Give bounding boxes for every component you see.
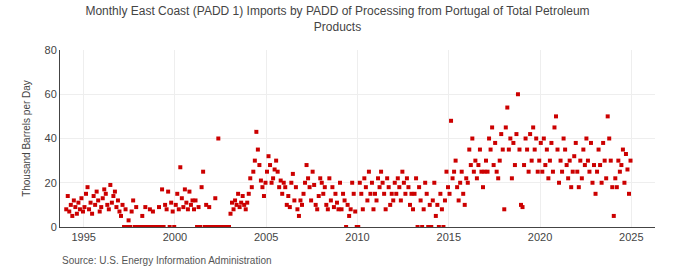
svg-text:2025: 2025 [619, 231, 643, 243]
svg-text:20: 20 [45, 177, 57, 189]
svg-text:2000: 2000 [163, 231, 187, 243]
svg-text:2020: 2020 [528, 231, 552, 243]
svg-text:Source: U.S. Energy Informatio: Source: U.S. Energy Information Administ… [62, 255, 272, 266]
svg-text:0: 0 [51, 221, 57, 233]
svg-text:80: 80 [45, 44, 57, 56]
svg-text:Thousand Barrels per Day: Thousand Barrels per Day [21, 80, 32, 197]
svg-text:2015: 2015 [437, 231, 461, 243]
svg-text:60: 60 [45, 88, 57, 100]
svg-text:1995: 1995 [71, 231, 95, 243]
svg-text:2005: 2005 [254, 231, 278, 243]
svg-text:2010: 2010 [345, 231, 369, 243]
svg-text:Monthly East Coast (PADD 1) Im: Monthly East Coast (PADD 1) Imports by P… [85, 4, 589, 34]
svg-text:40: 40 [45, 132, 57, 144]
